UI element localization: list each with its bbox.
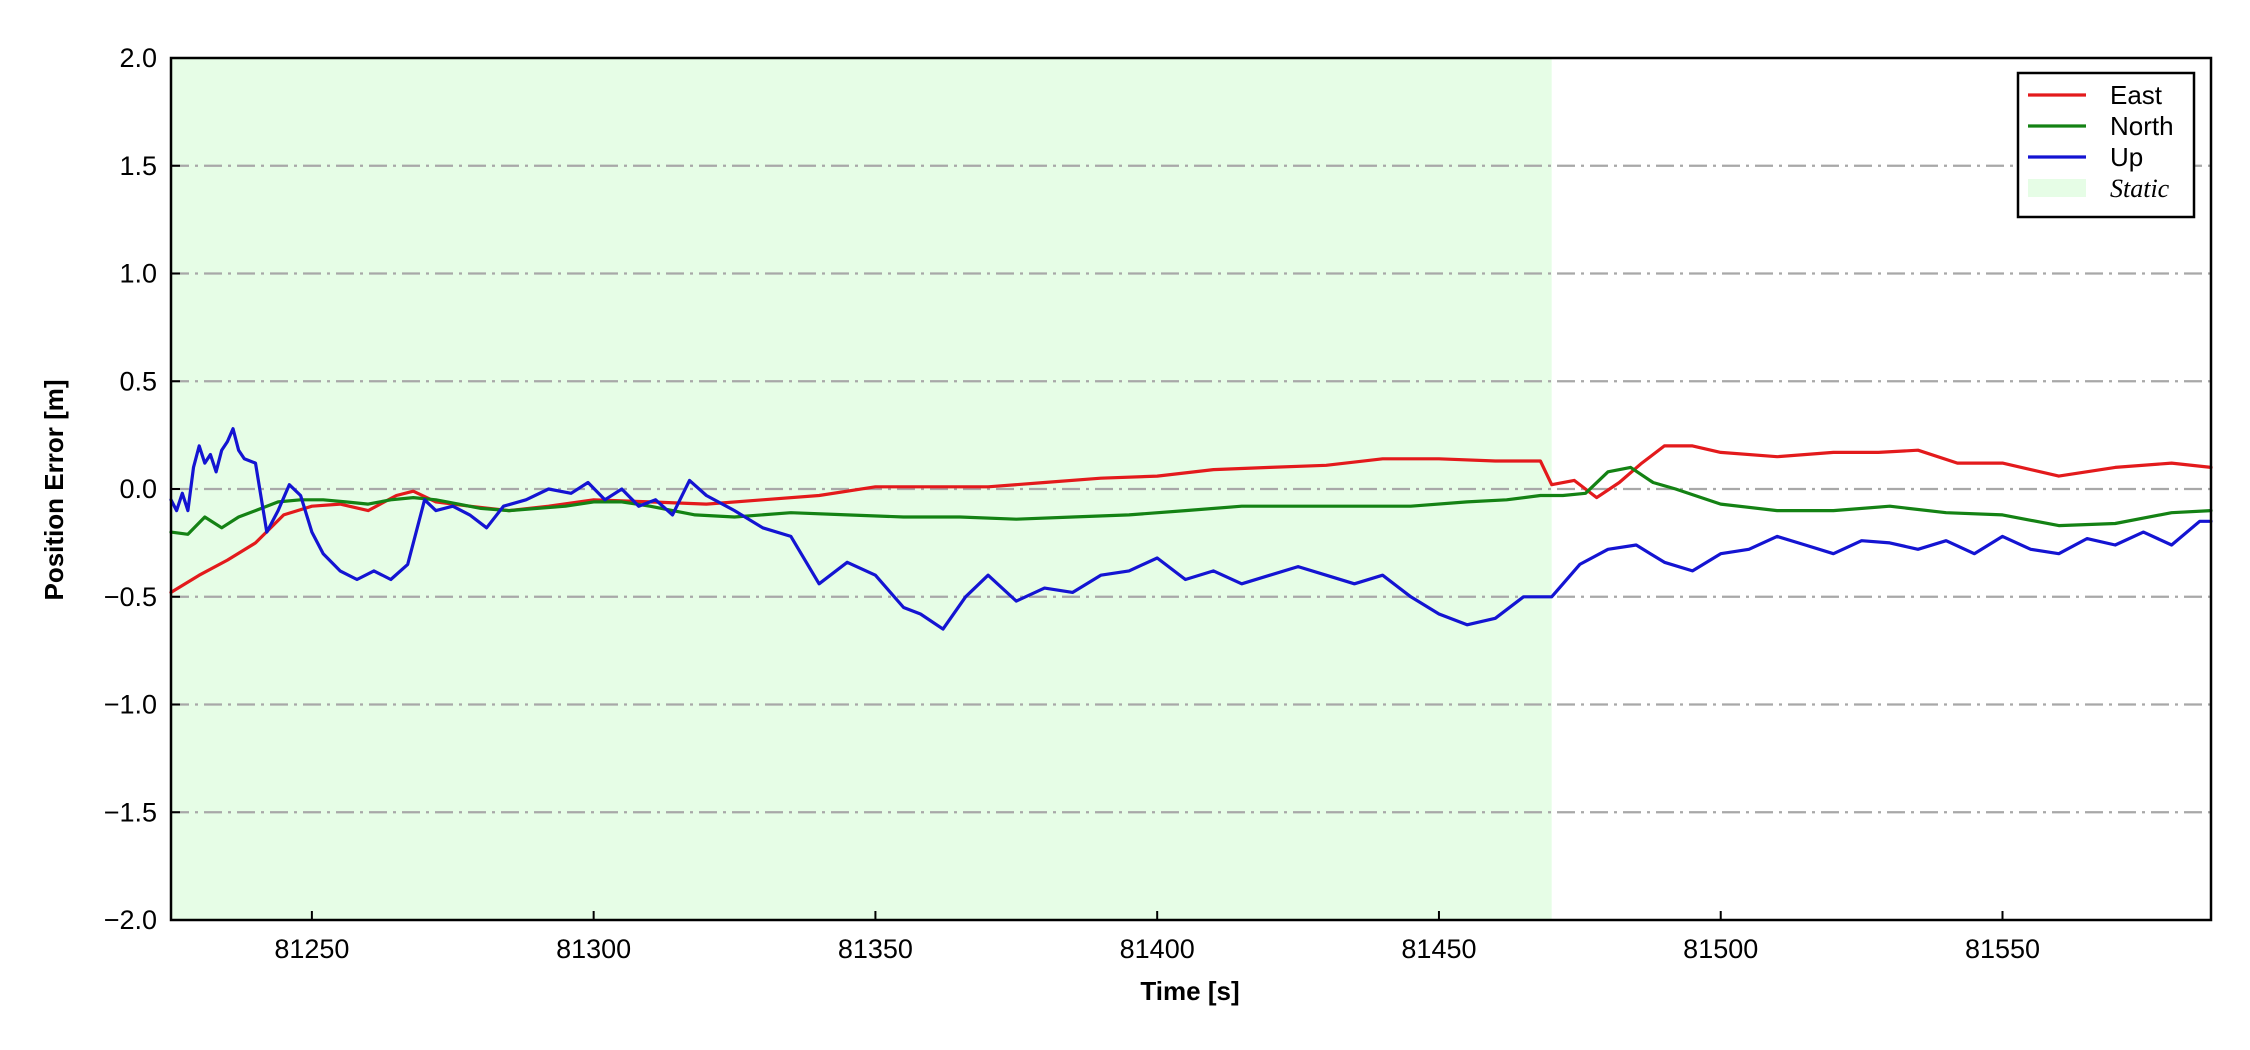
x-tick-label: 81250	[274, 934, 349, 964]
x-tick-label: 81300	[556, 934, 631, 964]
x-tick-label: 81400	[1120, 934, 1195, 964]
x-tick-label: 81350	[838, 934, 913, 964]
legend-label-up: Up	[2110, 142, 2143, 172]
y-tick-label: −1.5	[104, 797, 157, 827]
y-tick-label: 0.0	[119, 474, 157, 504]
x-axis-title: Time [s]	[1140, 976, 1239, 1006]
y-tick-label: 1.5	[119, 151, 157, 181]
x-tick-label: 81500	[1683, 934, 1758, 964]
x-tick-label: 81450	[1401, 934, 1476, 964]
axes-layer: 81250 81300 81350 81400 81450 81500 81550 −2.0 −…	[104, 43, 2040, 964]
y-axis-title: Position Error [m]	[39, 379, 69, 600]
series-layer	[169, 427, 2213, 631]
y-tick-label: 0.5	[119, 366, 157, 396]
y-tick-label: −1.0	[104, 690, 157, 720]
y-tick-label: 1.0	[119, 259, 157, 289]
y-tick-label: 2.0	[119, 43, 157, 73]
grid-layer	[171, 164, 2211, 814]
series-line-north	[169, 465, 2213, 536]
legend-label-static: Static	[2110, 174, 2170, 203]
series-line-east	[169, 444, 2213, 595]
legend-label-east: East	[2110, 80, 2163, 110]
x-tick-label: 81550	[1965, 934, 2040, 964]
legend-swatch-static	[2028, 179, 2086, 197]
y-tick-label: −2.0	[104, 905, 157, 935]
y-tick-label: −0.5	[104, 582, 157, 612]
series-line-up	[169, 427, 2213, 631]
legend-label-north: North	[2110, 111, 2174, 141]
